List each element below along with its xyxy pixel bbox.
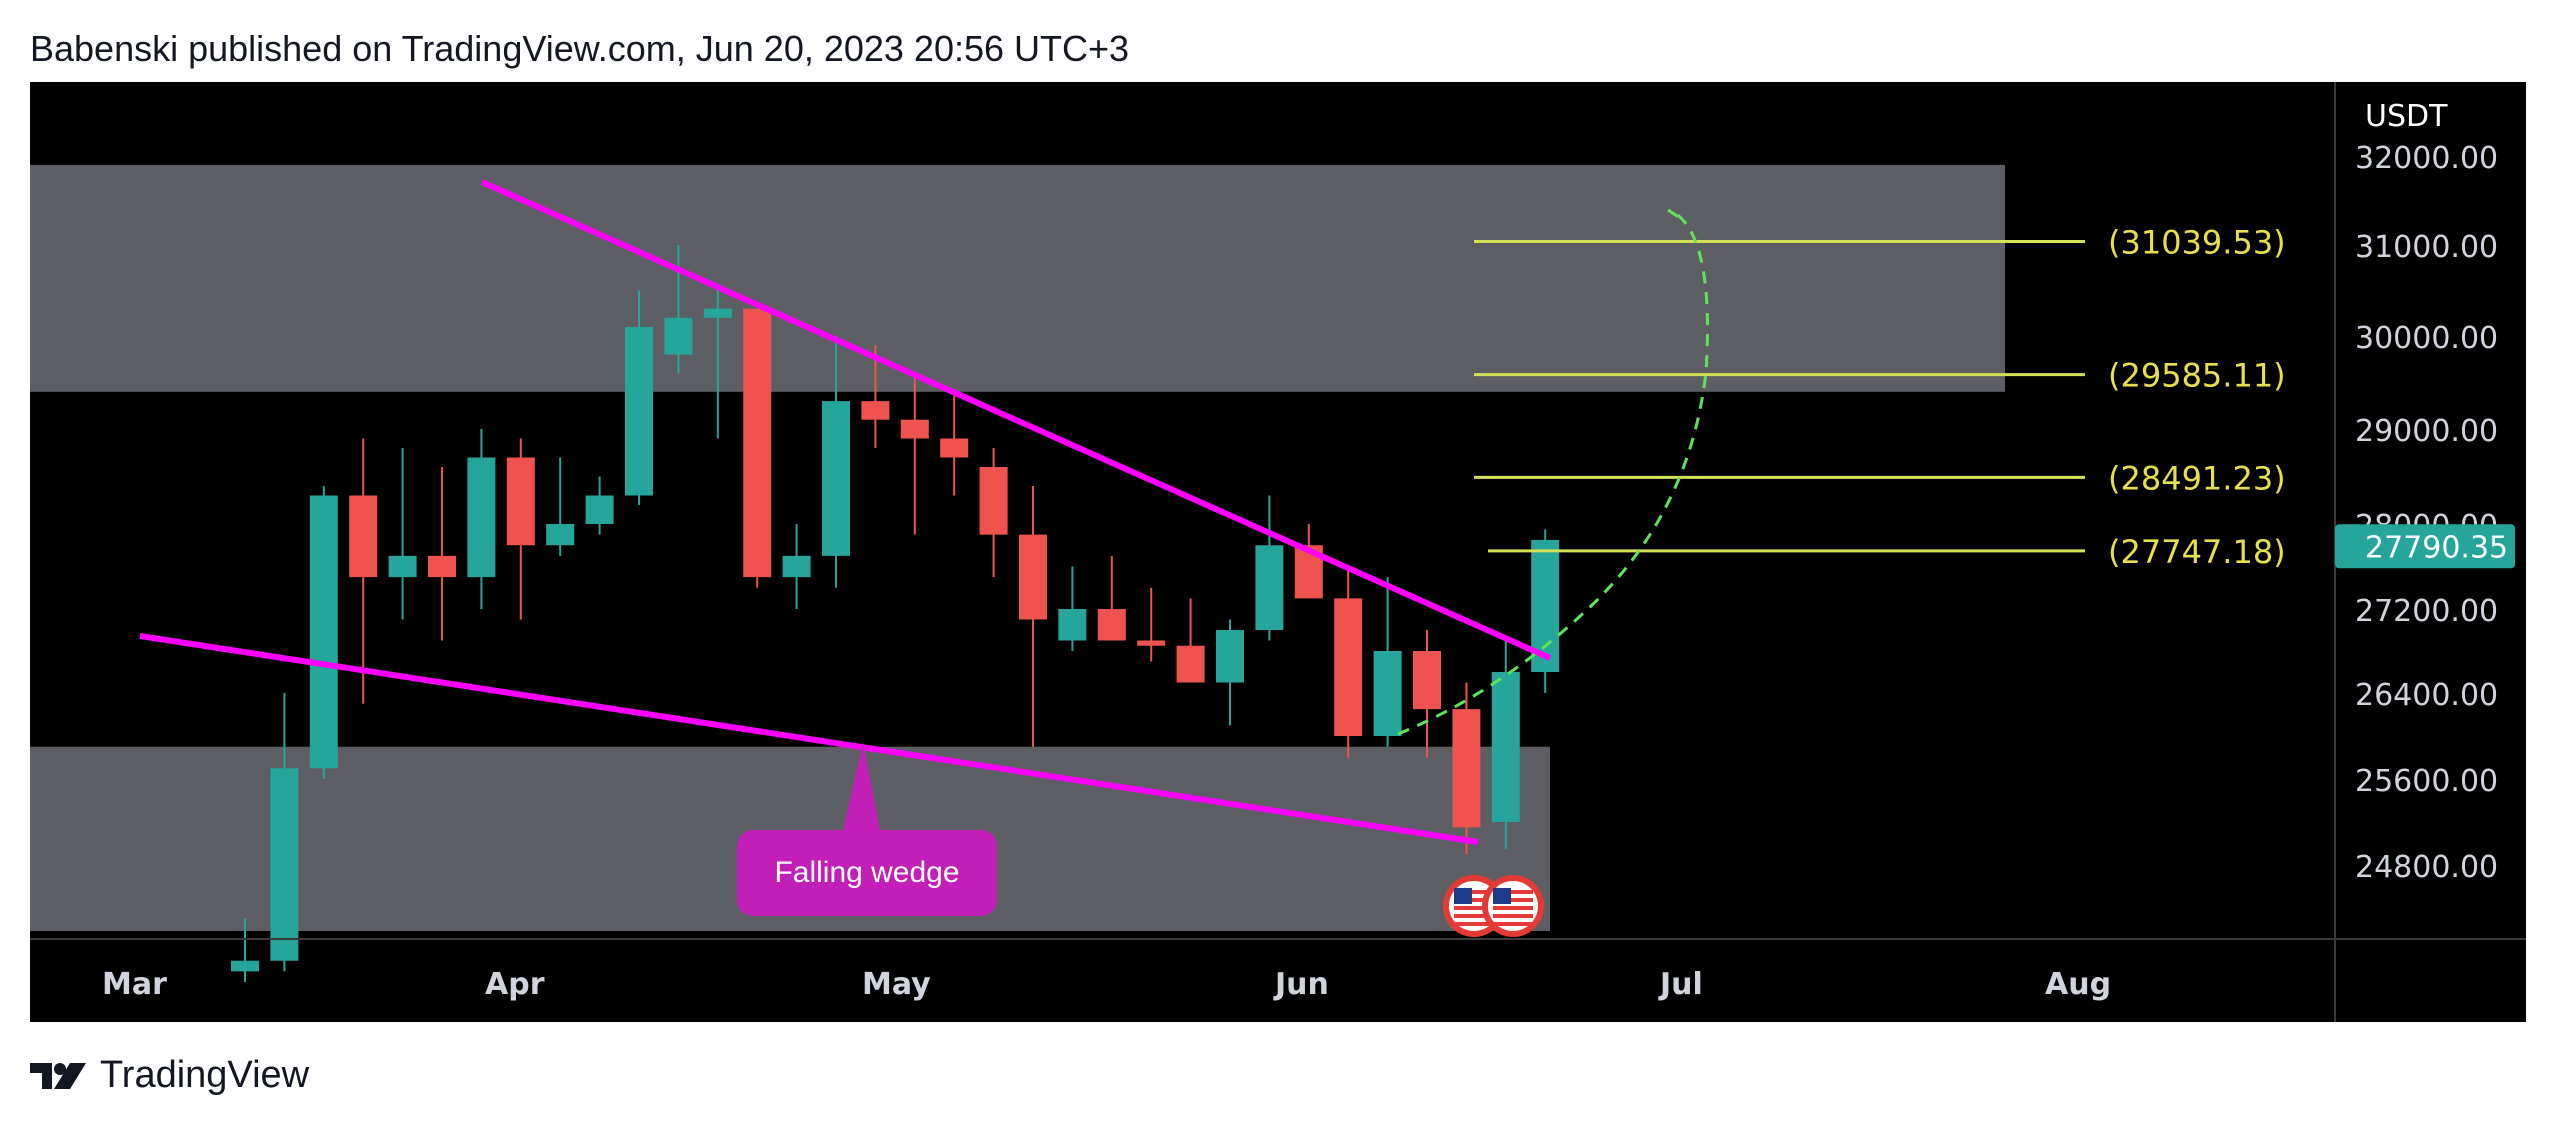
price-axis-label: 31000.00 xyxy=(2355,230,2498,265)
candle-body xyxy=(1216,630,1244,683)
candle-body xyxy=(388,555,417,578)
candle-body xyxy=(900,419,929,439)
us-flag-stripe xyxy=(1454,914,1494,918)
us-flag-stripe xyxy=(1454,922,1494,926)
target-level-label: (28491.23) xyxy=(2108,459,2286,497)
price-axis-label: 26400.00 xyxy=(2355,678,2498,713)
candlestick-chart[interactable]: (31039.53) (29585.11) (28491.23) (27747.18)… xyxy=(30,82,2526,1022)
candle-body xyxy=(585,495,614,524)
price-axis-label: 27200.00 xyxy=(2355,594,2498,629)
candle-body xyxy=(546,524,575,546)
us-flag-canton xyxy=(1493,888,1511,904)
time-axis-label: Jun xyxy=(1273,967,1329,1002)
wedge-lower-trendline xyxy=(139,633,1479,845)
target-level-label: (29585.11) xyxy=(2108,357,2286,395)
candle-body xyxy=(270,768,299,961)
candle-body xyxy=(743,308,772,578)
candle-body xyxy=(1058,609,1087,641)
us-flag-stripe xyxy=(1493,914,1533,918)
wedge-upper-trendline xyxy=(480,179,1552,661)
us-flag-stripe xyxy=(1493,906,1533,910)
candle-body xyxy=(1491,672,1520,822)
target-level-label: (27747.18) xyxy=(2108,533,2286,571)
candle-body xyxy=(309,495,338,769)
candle-body xyxy=(506,457,535,546)
candle-body xyxy=(1413,651,1441,710)
candle-body xyxy=(428,555,456,578)
target-level-label: (31039.53) xyxy=(2108,223,2286,261)
candle-body xyxy=(664,317,693,355)
current-price-label: 27790.35 xyxy=(2365,530,2508,565)
us-flag-stripe xyxy=(1454,890,1494,894)
price-axis-label: 30000.00 xyxy=(2355,321,2498,356)
candle-body xyxy=(703,308,732,318)
candle-body xyxy=(1137,640,1166,646)
callout-box xyxy=(737,830,997,916)
time-axis-label: May xyxy=(862,967,931,1002)
price-currency-label: USDT xyxy=(2365,99,2448,134)
footer: TradingView xyxy=(30,1054,309,1097)
candle-body xyxy=(231,960,259,972)
tradingview-logo-icon xyxy=(30,1062,86,1089)
publish-header: Babenski published on TradingView.com, J… xyxy=(30,28,1130,69)
candle-body xyxy=(822,401,850,556)
time-axis-label: Aug xyxy=(2045,967,2111,1002)
price-axis-label: 29000.00 xyxy=(2355,414,2498,449)
candle-body xyxy=(467,457,496,578)
candle-body xyxy=(940,438,969,458)
us-flag-stripe xyxy=(1454,898,1494,902)
us-flag-canton xyxy=(1454,888,1472,904)
candle-body xyxy=(1176,645,1205,683)
time-axis-label: Mar xyxy=(102,967,167,1002)
price-axis-label: 32000.00 xyxy=(2355,141,2498,176)
candle-body xyxy=(1019,534,1047,620)
candle-body xyxy=(349,495,378,578)
tradingview-brand: TradingView xyxy=(100,1054,310,1096)
time-axis-label: Jul xyxy=(1658,967,1703,1002)
callout-pointer xyxy=(843,742,880,830)
candle-body xyxy=(1334,598,1363,736)
price-axis-label: 24800.00 xyxy=(2355,850,2498,885)
supply-zone xyxy=(30,164,2005,392)
falling-wedge-label: Falling wedge xyxy=(774,856,959,889)
candle-body xyxy=(861,401,890,420)
us-flag-stripe xyxy=(1454,906,1494,910)
projected-path-dashed xyxy=(1397,208,1709,736)
candle-body xyxy=(1097,609,1126,641)
price-axis-label: 25600.00 xyxy=(2355,764,2498,799)
candle-body xyxy=(979,467,1008,535)
candle-body xyxy=(625,326,653,496)
candle-body xyxy=(1452,709,1481,828)
chart-panel[interactable]: (31039.53) (29585.11) (28491.23) (27747.18)… xyxy=(30,82,2526,1022)
current-price-tag xyxy=(2335,524,2515,569)
us-flag-stripe xyxy=(1493,898,1533,902)
time-axis-label: Apr xyxy=(485,967,545,1002)
us-flag-stripe xyxy=(1493,890,1533,894)
candle-body xyxy=(782,555,811,578)
candle-body xyxy=(1373,651,1402,736)
candle-body xyxy=(1255,545,1284,630)
us-flag-stripe xyxy=(1493,922,1533,926)
